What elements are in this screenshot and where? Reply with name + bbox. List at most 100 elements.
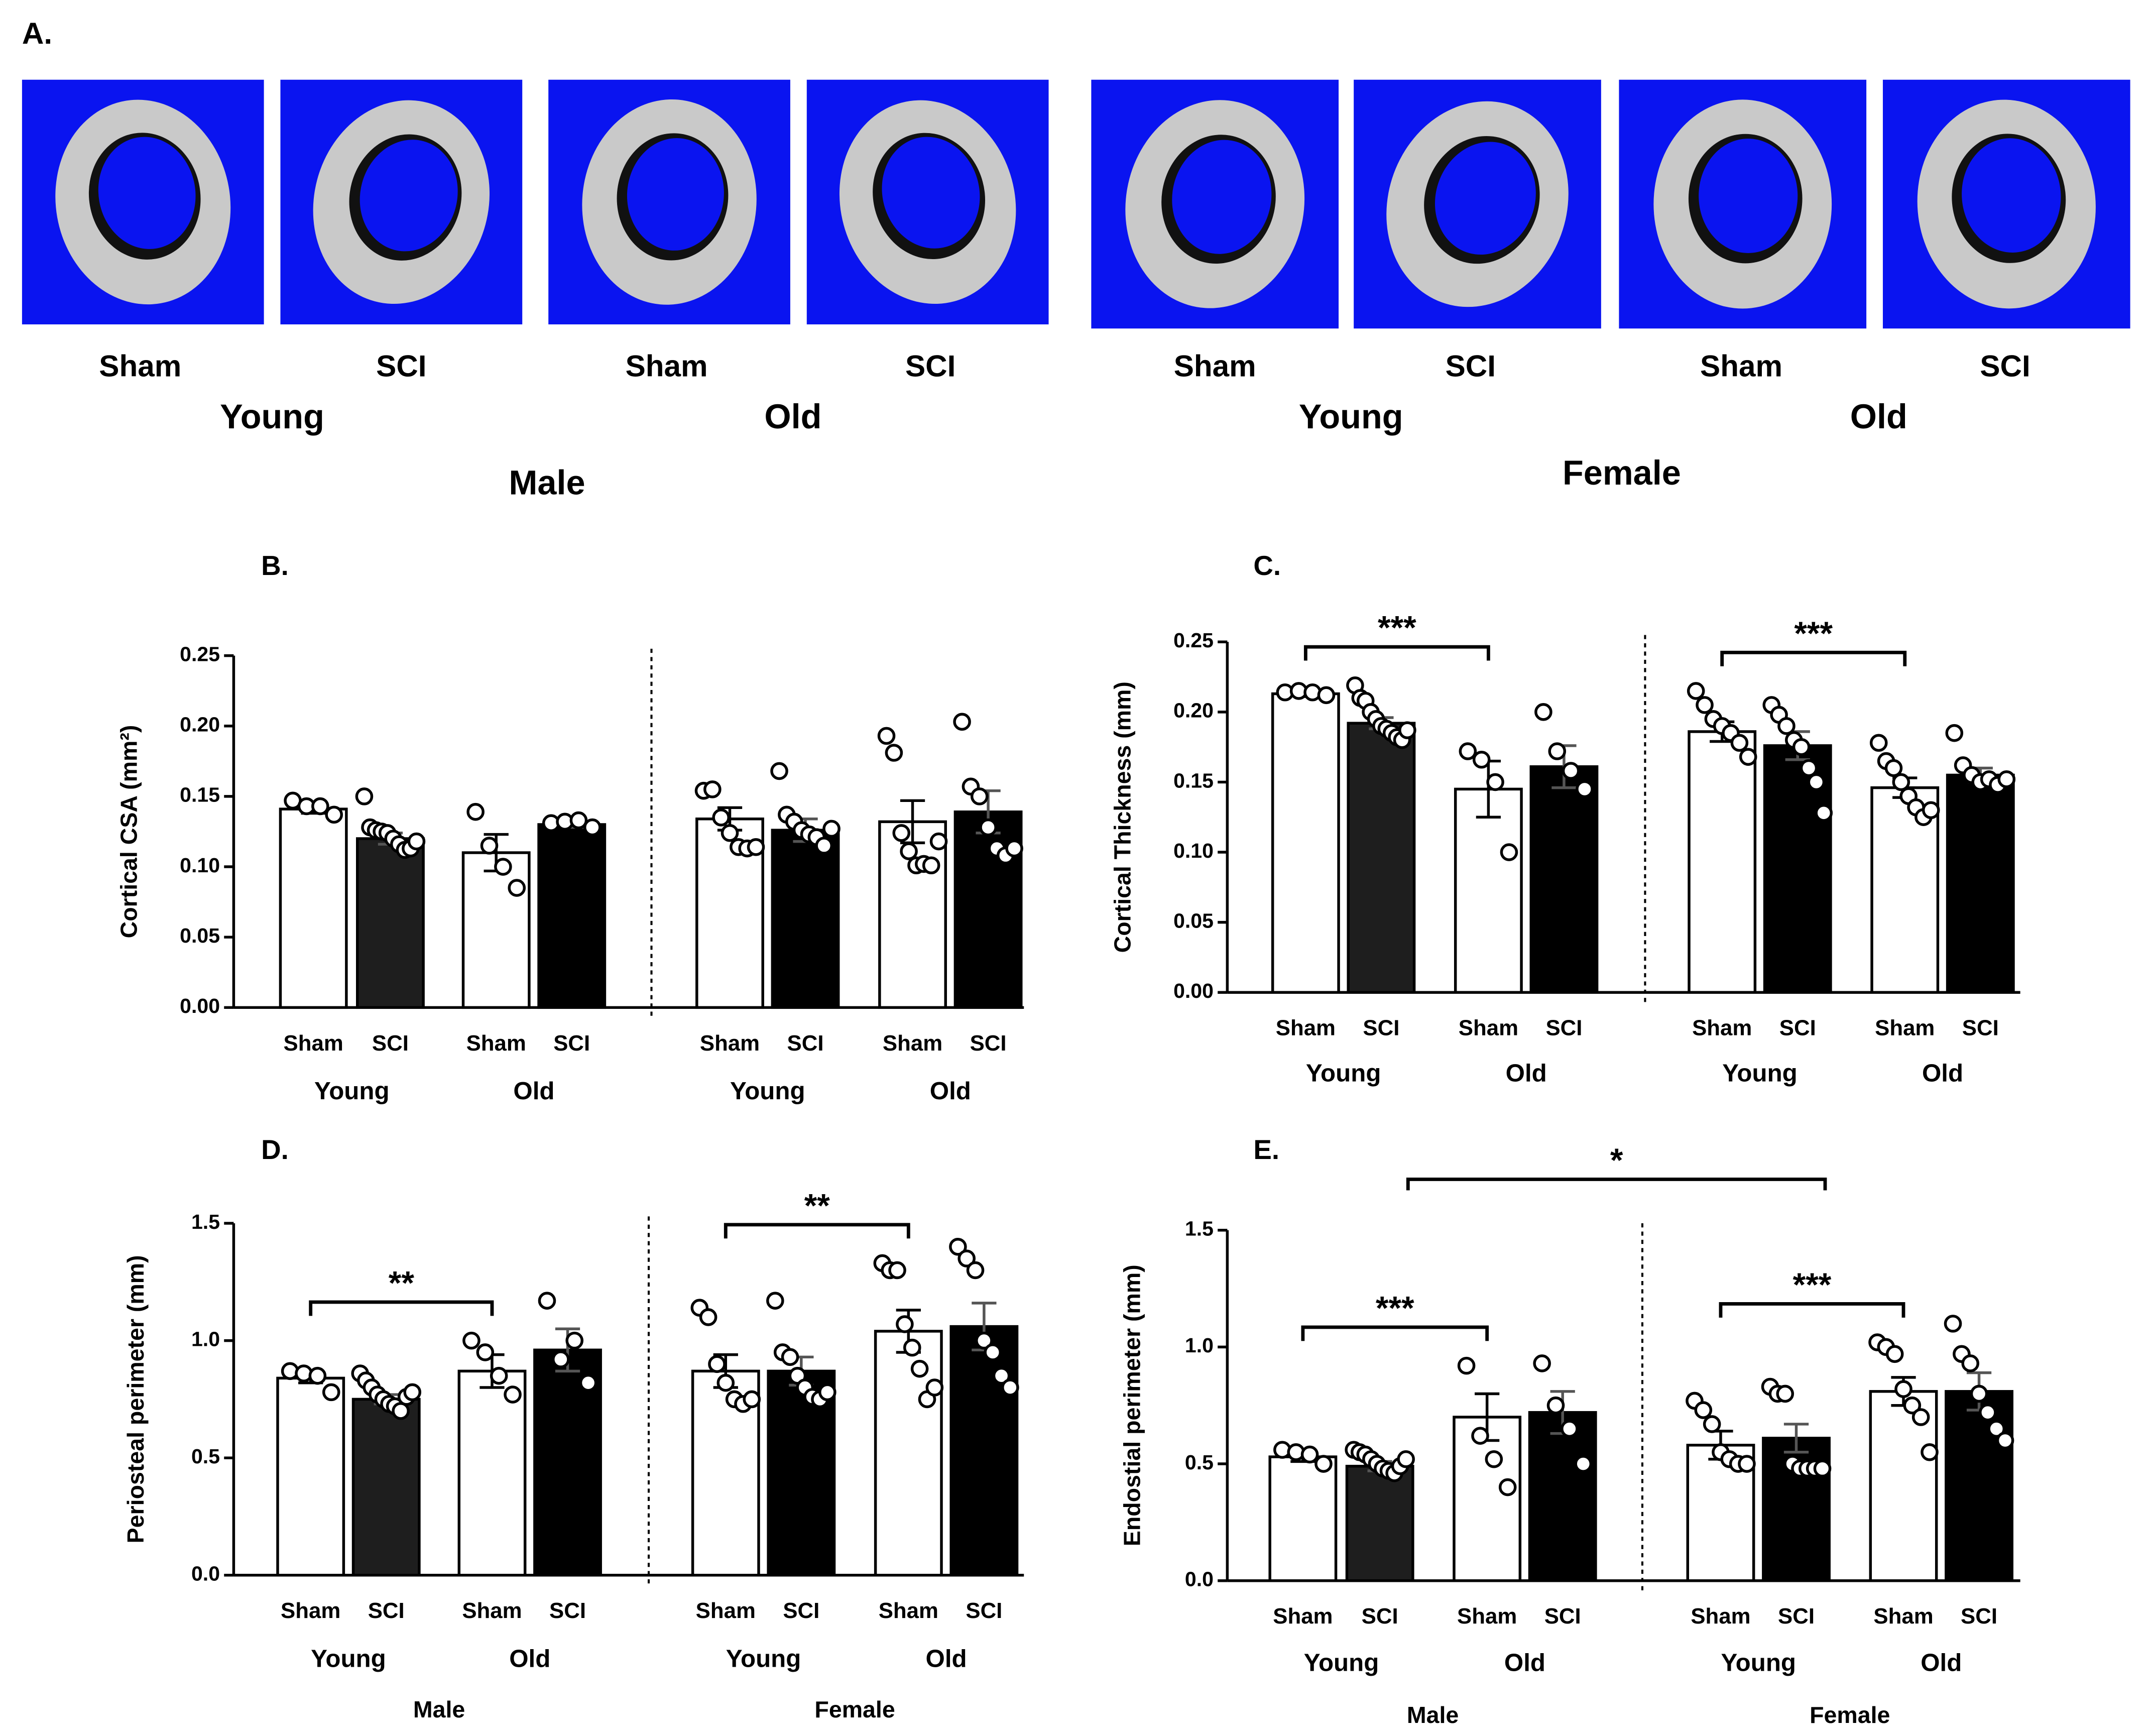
bar	[1528, 1411, 1597, 1582]
data-point	[407, 832, 426, 851]
data-point	[490, 1366, 508, 1385]
data-point	[892, 824, 911, 842]
data-point	[896, 1315, 914, 1333]
panel-label: B.	[261, 550, 289, 581]
bar	[874, 1330, 943, 1577]
y-tick-label: 0.15	[180, 783, 220, 806]
significance-label: ***	[1378, 610, 1416, 646]
x-tick-label: Sham	[1691, 1604, 1750, 1629]
x-tick-label: SCI	[1778, 1604, 1815, 1629]
significance-label: ***	[1793, 1266, 1832, 1303]
sex-label: Male	[413, 1696, 465, 1722]
bar	[351, 1398, 421, 1577]
y-tick-label: 0.05	[1173, 909, 1214, 932]
group-label: Old	[930, 1077, 971, 1105]
data-point	[966, 1261, 985, 1280]
data-point	[747, 838, 765, 856]
significance-label: ***	[1794, 615, 1833, 652]
x-tick-label: SCI	[966, 1598, 1002, 1623]
bar	[356, 837, 425, 1009]
sex-label: Female	[1563, 454, 1681, 492]
data-point	[721, 824, 739, 842]
bone-section	[1917, 99, 2096, 309]
bar	[771, 829, 840, 1009]
x-tick-label: SCI	[1362, 1604, 1398, 1629]
data-point	[1317, 686, 1336, 705]
data-point	[708, 1355, 726, 1373]
data-point	[1813, 1459, 1832, 1478]
significance-bracket	[724, 1223, 910, 1239]
data-point	[1869, 734, 1888, 752]
x-tick-label: SCI	[368, 1598, 405, 1623]
data-point	[903, 1338, 921, 1357]
x-tick-label: SCI	[787, 1031, 824, 1056]
x-tick-label: SCI	[970, 1031, 1007, 1056]
data-point	[1472, 750, 1491, 769]
group-label: Young	[1304, 1649, 1379, 1677]
panel-label: C.	[1253, 550, 1281, 581]
y-tick-label: 1.5	[191, 1210, 220, 1233]
data-point	[1687, 682, 1705, 700]
group-label: Old	[1504, 1649, 1545, 1677]
sex-label: Male	[1407, 1702, 1459, 1728]
data-point	[1486, 773, 1504, 791]
data-point	[979, 818, 997, 837]
data-point	[1997, 770, 2016, 788]
y-axis-label: Periosteal perimeter (mm)	[123, 1255, 149, 1543]
marrow	[1172, 140, 1272, 254]
y-tick-label: 0.20	[180, 713, 220, 736]
data-point	[818, 1383, 836, 1402]
y-tick-label: 0.10	[180, 854, 220, 877]
significance-bracket	[1720, 650, 1907, 666]
data-point	[888, 1261, 906, 1280]
data-point	[1485, 1450, 1503, 1468]
data-point	[1562, 762, 1580, 780]
group-label: Young	[1306, 1059, 1381, 1087]
sex-label: Female	[814, 1696, 895, 1722]
data-point	[1894, 1380, 1912, 1398]
marrow	[360, 140, 458, 252]
x-tick-label: Sham	[281, 1598, 340, 1623]
data-point	[815, 837, 833, 855]
group-label: Young	[311, 1645, 386, 1672]
data-point	[929, 832, 948, 851]
data-point	[1005, 839, 1023, 858]
data-point	[1921, 1443, 1939, 1461]
x-tick-label: Sham	[696, 1598, 756, 1623]
data-point	[1800, 759, 1818, 777]
error-bar	[1783, 1423, 1809, 1454]
data-point	[462, 1331, 481, 1350]
x-tick-label: Sham	[1459, 1016, 1518, 1040]
data-point	[1314, 1455, 1333, 1473]
bar	[1946, 773, 2015, 994]
marrow	[98, 137, 196, 249]
data-point	[1807, 773, 1826, 791]
bar	[1945, 1390, 2013, 1582]
y-axis-label: Cortical CSA (mm²)	[115, 725, 142, 939]
data-point	[1979, 1403, 1997, 1422]
data-point	[311, 797, 329, 816]
data-point	[480, 837, 499, 855]
x-tick-label: Sham	[1873, 1604, 1933, 1629]
bar	[1345, 1464, 1414, 1582]
image-label: SCI	[1446, 349, 1496, 383]
image-label: SCI	[376, 349, 426, 383]
y-tick-label: 0.00	[180, 994, 220, 1017]
group-label: Old	[926, 1645, 967, 1672]
x-tick-label: Sham	[1457, 1604, 1517, 1629]
data-point	[900, 842, 918, 860]
bar	[1454, 787, 1523, 994]
data-point	[504, 1385, 522, 1404]
data-point	[1815, 804, 1833, 822]
data-point	[466, 802, 485, 821]
significance-bracket	[1406, 1178, 1827, 1191]
data-point	[877, 727, 896, 745]
data-point	[1739, 748, 1757, 766]
group-label: Old	[509, 1645, 550, 1672]
data-point	[949, 1237, 967, 1256]
data-point	[984, 1343, 1002, 1361]
data-point	[1703, 1415, 1721, 1433]
data-point	[538, 1292, 556, 1310]
bar	[1529, 765, 1599, 994]
bar	[279, 807, 348, 1009]
